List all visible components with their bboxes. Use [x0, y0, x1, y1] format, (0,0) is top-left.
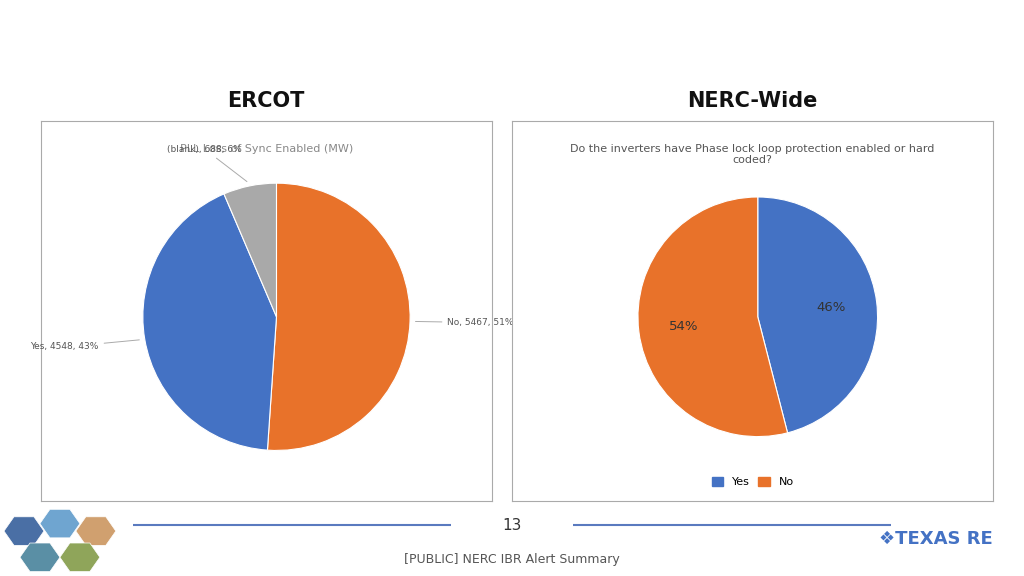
Text: ERCOT vs Overall NERC Comparison: ERCOT vs Overall NERC Comparison — [18, 29, 604, 58]
Polygon shape — [40, 509, 80, 538]
Text: 46%: 46% — [817, 301, 846, 314]
Text: Do the inverters have Phase lock loop protection enabled or hard
coded?: Do the inverters have Phase lock loop pr… — [570, 144, 935, 165]
Wedge shape — [638, 197, 787, 437]
Text: Yes, 4548, 43%: Yes, 4548, 43% — [31, 340, 139, 351]
Text: ❖TEXAS RE: ❖TEXAS RE — [879, 529, 992, 548]
Text: PLL Loss of Sync Enabled (MW): PLL Loss of Sync Enabled (MW) — [179, 144, 353, 154]
Wedge shape — [267, 183, 411, 450]
Text: NERC-Wide: NERC-Wide — [687, 91, 818, 111]
Text: 54%: 54% — [670, 320, 698, 332]
Text: No, 5467, 51%: No, 5467, 51% — [416, 318, 514, 327]
Polygon shape — [20, 543, 59, 571]
Wedge shape — [758, 197, 878, 433]
Wedge shape — [224, 183, 276, 317]
Legend: Yes, No: Yes, No — [708, 472, 798, 492]
Text: 13: 13 — [503, 518, 521, 533]
Wedge shape — [143, 194, 276, 450]
Polygon shape — [4, 517, 44, 545]
Text: (blank), 688, 6%: (blank), 688, 6% — [167, 145, 247, 181]
Text: [PUBLIC] NERC IBR Alert Summary: [PUBLIC] NERC IBR Alert Summary — [404, 553, 620, 566]
Polygon shape — [76, 517, 116, 545]
Text: ERCOT: ERCOT — [227, 91, 305, 111]
Polygon shape — [59, 543, 100, 571]
